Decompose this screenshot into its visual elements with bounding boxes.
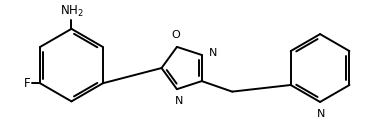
Text: F: F [24,77,31,90]
Text: N: N [175,96,183,106]
Text: NH$_2$: NH$_2$ [59,4,83,19]
Text: O: O [171,30,180,41]
Text: N: N [316,109,325,119]
Text: N: N [209,48,217,58]
